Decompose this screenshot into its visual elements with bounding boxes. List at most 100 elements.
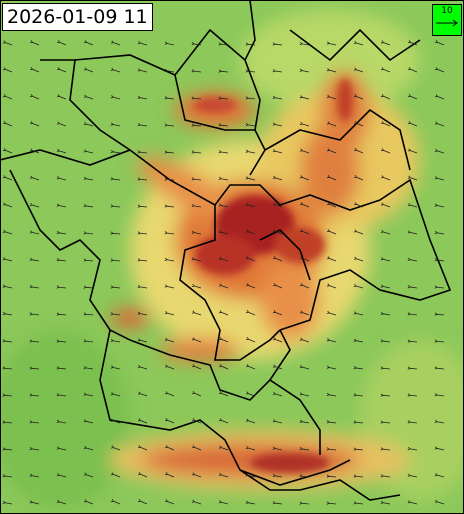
wind-arrow [353, 256, 364, 262]
wind-arrow [29, 473, 40, 478]
wind-arrow [110, 258, 121, 262]
wind-arrow [56, 312, 67, 316]
wind-arrow [56, 419, 67, 424]
wind-arrow [29, 230, 40, 235]
wind-arrow [2, 393, 13, 397]
wind-arrow [353, 501, 364, 505]
wind-arrow [407, 393, 418, 397]
wind-arrow [272, 364, 283, 370]
wind-arrow [164, 472, 175, 478]
wind-arrow [2, 257, 13, 262]
wind-arrow [272, 446, 283, 451]
wind-arrow [29, 175, 40, 181]
wind-arrow [434, 339, 445, 343]
wind-arrow [407, 175, 418, 181]
wind-arrow [138, 499, 148, 505]
wind-arrow [164, 68, 175, 73]
wind-arrow [218, 418, 229, 424]
wind-arrow [407, 148, 418, 154]
wind-arrow [434, 121, 445, 127]
wind-arrow [83, 285, 94, 289]
wind-arrow [272, 473, 283, 478]
wind-arrow [353, 338, 364, 343]
wind-arrow [380, 500, 391, 505]
wind-arrow [56, 121, 67, 127]
wind-arrow [191, 310, 202, 316]
wind-arrow [326, 392, 337, 397]
wind-arrow [299, 337, 310, 343]
wind-arrow [380, 366, 391, 370]
wind-arrow [300, 229, 310, 235]
wind-arrow [191, 472, 202, 478]
wind-arrow [245, 256, 256, 262]
wind-arrow [83, 67, 94, 73]
wind-arrow [326, 41, 337, 46]
wind-arrow [218, 123, 229, 127]
wind-arrow [246, 337, 256, 343]
wind-arrow [353, 283, 364, 289]
wind-arrow [353, 94, 364, 100]
wind-arrow [299, 447, 310, 451]
wind-arrow [110, 365, 121, 370]
wind-arrow [435, 40, 445, 46]
wind-arrow [110, 95, 121, 100]
wind-legend: 10 [432, 4, 462, 36]
wind-arrow [353, 67, 364, 73]
wind-arrow [137, 364, 148, 370]
wind-arrow [2, 311, 13, 316]
wind-arrow [83, 121, 94, 127]
wind-arrow [407, 366, 418, 370]
wind-arrow [434, 176, 445, 181]
wind-arrow [245, 445, 256, 451]
wind-arrow [164, 311, 175, 316]
wind-arrow [137, 150, 148, 154]
wind-arrow [299, 419, 310, 424]
wind-arrow [56, 258, 67, 262]
wind-arrow [245, 176, 256, 181]
wind-arrow [380, 148, 391, 154]
wind-arrow [272, 337, 283, 343]
wind-arrow [29, 312, 40, 316]
wind-legend-arrow [436, 19, 458, 27]
wind-arrow [2, 366, 13, 370]
wind-arrow [110, 445, 121, 451]
wind-arrow [434, 312, 445, 316]
wind-arrow [192, 391, 202, 397]
wind-arrow [326, 94, 337, 100]
wind-arrow [218, 445, 229, 451]
wind-arrow [218, 150, 229, 154]
wind-arrow [218, 176, 229, 181]
wind-arrow [137, 40, 148, 46]
wind-arrow [29, 202, 40, 208]
wind-arrow [83, 472, 94, 478]
wind-arrow [380, 474, 391, 478]
wind-arrow [300, 256, 310, 262]
wind-arrow [380, 175, 391, 181]
wind-arrow [218, 230, 229, 235]
wind-arrow [110, 392, 121, 397]
wind-arrow [407, 121, 418, 127]
wind-arrow [353, 366, 364, 370]
wind-arrow [164, 204, 175, 208]
wind-arrow [245, 283, 256, 289]
wind-arrow [83, 419, 94, 424]
wind-arrow [218, 69, 229, 73]
wind-arrow [299, 95, 310, 100]
wind-arrow [191, 123, 202, 127]
wind-arrow [353, 474, 364, 478]
wind-arrow [191, 283, 202, 289]
wind-arrow [218, 256, 229, 262]
wind-arrow [326, 338, 337, 343]
wind-arrow [380, 284, 391, 289]
wind-arrow [2, 447, 13, 451]
wind-arrow [56, 473, 67, 478]
wind-arrow [326, 68, 337, 73]
wind-arrow [56, 148, 67, 154]
wind-arrow [164, 96, 175, 100]
wind-arrow [380, 393, 391, 397]
wind-arrow [83, 94, 94, 100]
wind-arrow [137, 311, 148, 316]
wind-arrow [83, 339, 94, 343]
